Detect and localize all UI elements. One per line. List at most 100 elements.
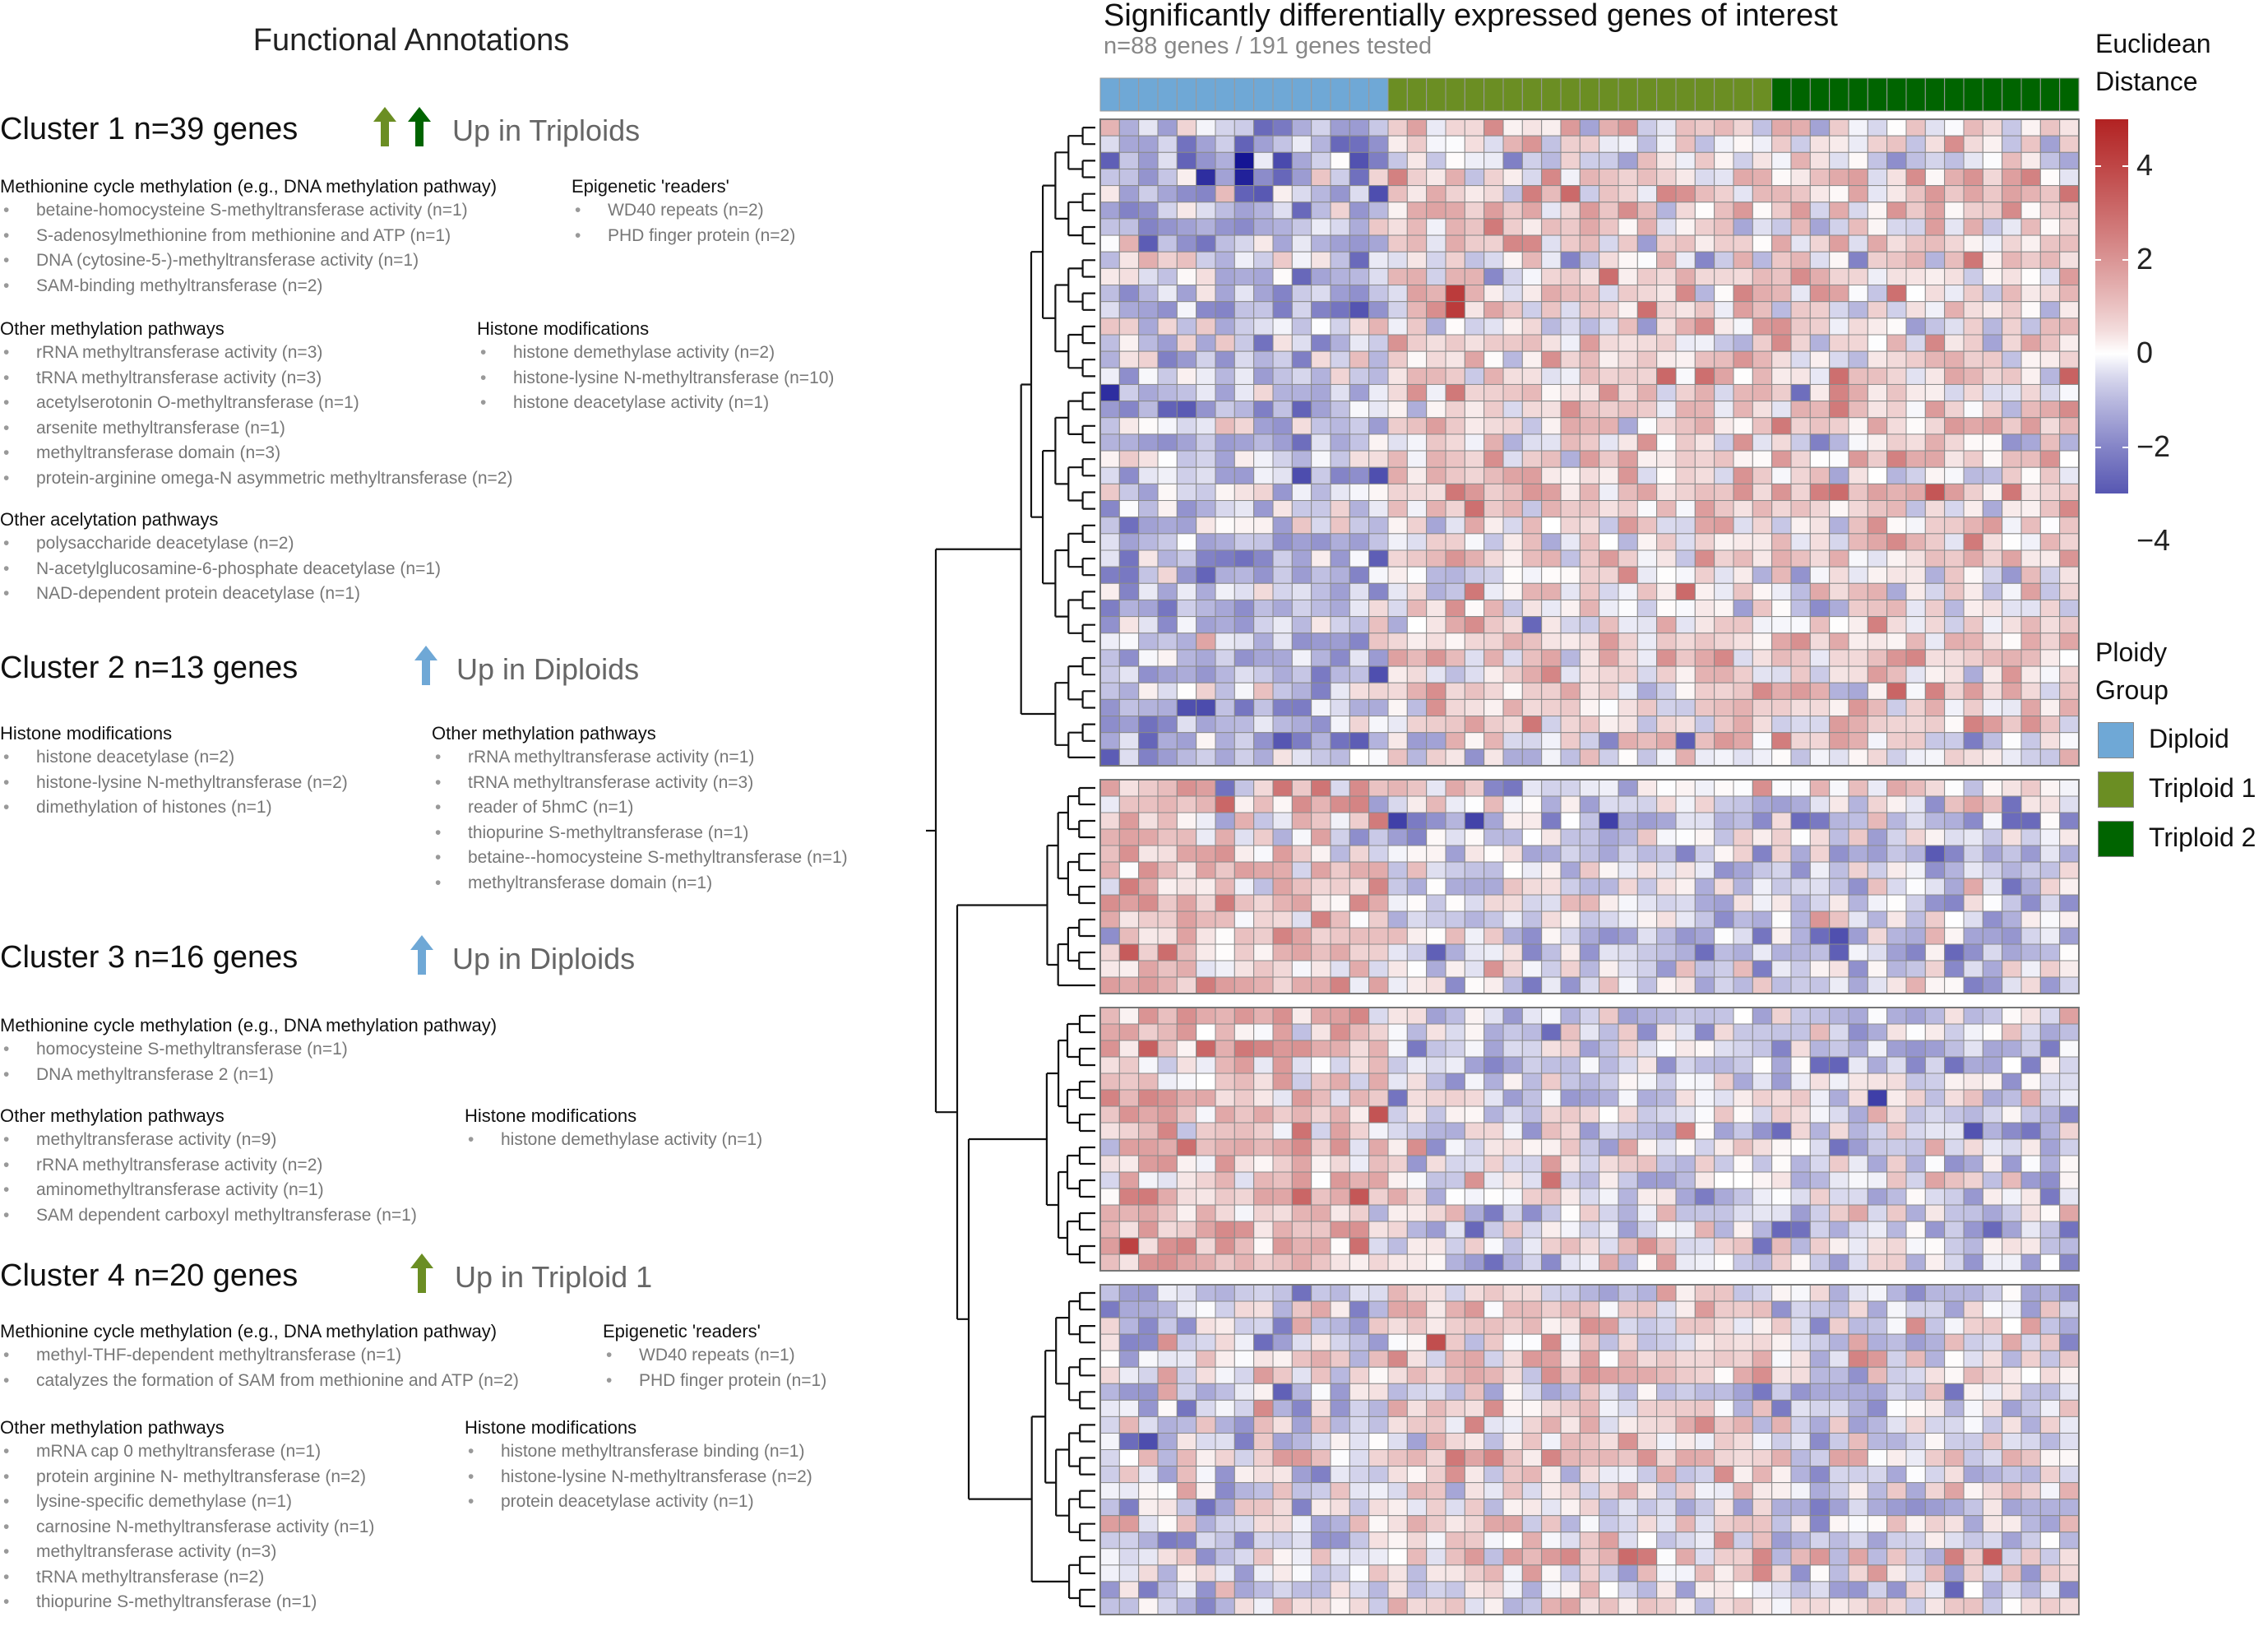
heatmap-cell [1675, 828, 1696, 846]
heatmap-cell [1157, 417, 1178, 435]
heatmap-cell [1387, 401, 1408, 419]
heatmap-cell [1502, 334, 1523, 352]
heatmap-cell [1790, 517, 1811, 535]
heatmap-cell [1464, 1581, 1485, 1599]
heatmap-cell [1368, 1155, 1389, 1173]
heatmap-cell [1694, 301, 1715, 319]
heatmap-cell [1291, 1317, 1312, 1335]
heatmap-cell [1771, 517, 1792, 535]
heatmap-cell [1291, 1089, 1312, 1107]
heatmap-cell [1426, 285, 1446, 303]
heatmap-cell [1541, 267, 1562, 286]
heatmap-cell [1809, 185, 1831, 203]
group-heading: Histone modifications [0, 723, 173, 744]
heatmap-cell [1886, 1432, 1907, 1450]
heatmap-cell [1234, 202, 1255, 220]
heatmap-cell [1502, 1350, 1523, 1368]
heatmap-cell [1809, 861, 1831, 879]
heatmap-cell [1599, 1023, 1619, 1041]
heatmap-cell [1234, 1221, 1255, 1239]
heatmap-cell [1349, 168, 1370, 187]
heatmap-cell [2039, 1399, 2061, 1417]
heatmap-cell [1541, 1300, 1562, 1318]
heatmap-cell [1656, 1023, 1677, 1041]
heatmap-cell [1867, 976, 1888, 994]
heatmap-cell [1368, 1138, 1389, 1156]
heatmap-cell [1656, 1056, 1677, 1074]
heatmap-cell [1656, 251, 1677, 269]
heatmap-cell [2002, 910, 2022, 929]
heatmap-cell [1752, 861, 1773, 879]
ploidy-cell [1099, 77, 1120, 112]
heatmap-cell [1924, 910, 1946, 929]
heatmap-cell [1138, 367, 1159, 385]
heatmap-cell [2039, 1056, 2061, 1074]
heatmap-cell [1176, 976, 1197, 994]
heatmap-cell [1656, 1284, 1677, 1302]
heatmap-cell [1099, 1105, 1120, 1124]
heatmap-cell [1675, 1300, 1696, 1318]
heatmap-cell [1464, 566, 1485, 584]
heatmap-cell [2039, 383, 2061, 402]
heatmap-cell [1521, 582, 1543, 600]
heatmap-cell [1618, 1366, 1638, 1384]
heatmap-cell [1809, 383, 1831, 402]
heatmap-cell [1829, 1482, 1849, 1500]
heatmap-cell [1445, 649, 1465, 667]
heatmap-cell [1272, 632, 1293, 651]
up-arrow-icon [414, 646, 437, 685]
heatmap-cell [1176, 433, 1197, 452]
heatmap-cell [1118, 616, 1140, 634]
heatmap-cell [1733, 795, 1753, 813]
heatmap-cell [2020, 151, 2041, 169]
heatmap-cell [1311, 1023, 1331, 1041]
heatmap-cell [1771, 1237, 1792, 1255]
heatmap-cell [1771, 1416, 1792, 1434]
heatmap-cell [1656, 1581, 1677, 1599]
heatmap-cell [1406, 466, 1428, 484]
heatmap-cell [1445, 1581, 1465, 1599]
heatmap-cell [1118, 1317, 1140, 1335]
heatmap-cell [1694, 779, 1715, 797]
heatmap-cell [1541, 1105, 1562, 1124]
heatmap-cell [1599, 1138, 1619, 1156]
heatmap-cell [1176, 1056, 1197, 1074]
heatmap-cell [1541, 665, 1562, 683]
heatmap-cell [1445, 1548, 1465, 1566]
heatmap-cell [1426, 1416, 1446, 1434]
heatmap-cell [1445, 334, 1465, 352]
heatmap-cell [1694, 251, 1715, 269]
heatmap-cell [1368, 582, 1389, 600]
heatmap-cell [1733, 1040, 1753, 1058]
heatmap-cell [1924, 1383, 1946, 1401]
heatmap-cell [1118, 1138, 1140, 1156]
heatmap-cell [2002, 185, 2022, 203]
heatmap-cell [1790, 1122, 1811, 1140]
heatmap-cell [2020, 350, 2041, 368]
heatmap-cell [1771, 732, 1792, 750]
heatmap-cell [1387, 1366, 1408, 1384]
heatmap-cell [1675, 1056, 1696, 1074]
heatmap-cell [1924, 566, 1946, 584]
heatmap-cell [1521, 1597, 1543, 1615]
heatmap-cell [1924, 828, 1946, 846]
heatmap-cell [1253, 417, 1274, 435]
heatmap-cell [1944, 1432, 1965, 1450]
heatmap-cell [1848, 616, 1868, 634]
heatmap-cell [1733, 1366, 1753, 1384]
heatmap-cell [1905, 665, 1926, 683]
heatmap-cell [1599, 383, 1619, 402]
heatmap-cell [1291, 599, 1312, 618]
heatmap-cell [1694, 1105, 1715, 1124]
heatmap-cell [1790, 383, 1811, 402]
heatmap-cell [1521, 285, 1543, 303]
heatmap-cell [1599, 582, 1619, 600]
color-tick-label: 4 [2136, 148, 2154, 182]
heatmap-cell [1291, 779, 1312, 797]
heatmap-cell [1138, 1155, 1159, 1173]
heatmap-cell [1196, 1449, 1216, 1467]
heatmap-cell [1483, 665, 1504, 683]
heatmap-cell [1656, 878, 1677, 896]
heatmap-cell [1714, 533, 1734, 551]
heatmap-cell [1944, 1089, 1965, 1107]
